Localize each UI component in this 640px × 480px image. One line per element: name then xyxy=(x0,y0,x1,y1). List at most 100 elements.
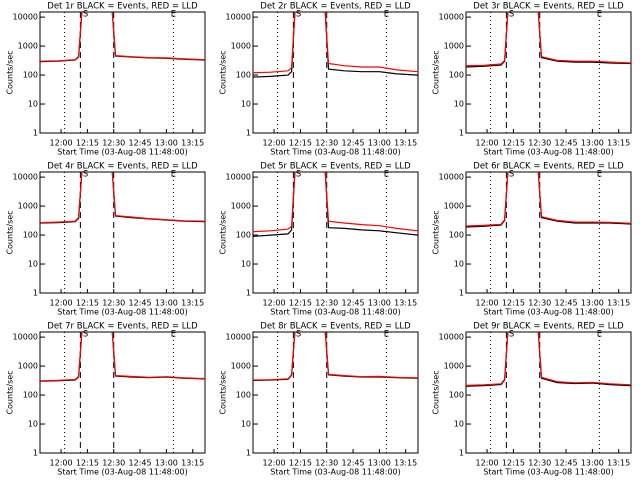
x-axis-label: Start Time (03-Aug-08 11:48:00) xyxy=(57,148,188,157)
x-tick-label: 12:00 xyxy=(476,139,499,148)
x-tick-label: 12:15 xyxy=(289,459,312,468)
panel: Det 5r BLACK = Events, RED = LLD 1 10 100 10… xyxy=(219,162,419,317)
y-tick-label: 10000 xyxy=(13,333,38,342)
chart-title: Det 3r BLACK = Events, RED = LLD xyxy=(473,2,624,12)
x-tick-label: 13:15 xyxy=(394,139,417,148)
series-line xyxy=(253,172,418,233)
chart-title: Det 6r BLACK = Events, RED = LLD xyxy=(473,162,624,172)
y-tick-label: 1 xyxy=(33,449,38,458)
x-tick-label: 12:00 xyxy=(263,299,286,308)
plot-area xyxy=(253,332,418,453)
series-line xyxy=(466,172,631,227)
x-axis-label: Start Time (03-Aug-08 11:48:00) xyxy=(270,148,401,157)
plot-area xyxy=(40,12,205,133)
y-tick-label: 100 xyxy=(236,71,251,80)
y-axis-label: Counts/sec xyxy=(432,370,441,414)
x-tick-label: 12:45 xyxy=(555,459,578,468)
x-tick-label: 12:00 xyxy=(476,299,499,308)
y-tick-label: 10 xyxy=(454,420,464,429)
x-tick-label: 13:00 xyxy=(368,299,391,308)
annotation: S xyxy=(83,10,88,20)
x-tick-label: 12:00 xyxy=(50,139,73,148)
x-tick-label: 12:00 xyxy=(263,459,286,468)
y-axis-label: Counts/sec xyxy=(219,50,228,94)
x-tick-label: 12:30 xyxy=(528,139,551,148)
x-axis-label: Start Time (03-Aug-08 11:48:00) xyxy=(483,308,614,317)
annotation: S xyxy=(83,330,88,340)
y-axis-label: Counts/sec xyxy=(6,210,15,254)
y-tick-label: 100 xyxy=(449,391,464,400)
plot-frame xyxy=(252,171,419,294)
y-axis-label: Counts/sec xyxy=(219,370,228,414)
panel: Det 7r BLACK = Events, RED = LLD 1 10 100 10… xyxy=(6,322,206,477)
y-tick-label: 100 xyxy=(236,391,251,400)
chart-title: Det 2r BLACK = Events, RED = LLD xyxy=(260,2,411,12)
y-tick-label: 10000 xyxy=(13,13,38,22)
x-axis-label: Start Time (03-Aug-08 11:48:00) xyxy=(57,468,188,477)
plot-frame xyxy=(39,171,206,294)
x-tick-label: 13:15 xyxy=(181,139,204,148)
x-tick-label: 13:00 xyxy=(581,459,604,468)
y-tick-label: 100 xyxy=(449,71,464,80)
y-tick-label: 100 xyxy=(449,231,464,240)
plot-area xyxy=(40,332,205,453)
x-tick-label: 13:00 xyxy=(368,459,391,468)
series-line xyxy=(40,12,205,62)
y-tick-label: 10 xyxy=(241,260,251,269)
x-tick-label: 13:15 xyxy=(607,459,630,468)
chart-title: Det 7r BLACK = Events, RED = LLD xyxy=(47,322,198,332)
plot-area xyxy=(40,172,205,293)
x-tick-label: 12:15 xyxy=(502,299,525,308)
series-line xyxy=(466,332,631,386)
y-axis-label: Counts/sec xyxy=(432,210,441,254)
x-tick-label: 12:15 xyxy=(289,299,312,308)
y-tick-label: 100 xyxy=(23,71,38,80)
annotation: S xyxy=(296,170,301,180)
annotation: S xyxy=(296,10,301,20)
plot-frame xyxy=(465,171,632,294)
series-line xyxy=(253,12,418,78)
annotation: S xyxy=(509,170,514,180)
y-axis-label: Counts/sec xyxy=(6,50,15,94)
y-tick-label: 10000 xyxy=(439,13,464,22)
annotation: E xyxy=(384,330,389,340)
y-tick-label: 10 xyxy=(241,100,251,109)
x-axis-label: Start Time (03-Aug-08 11:48:00) xyxy=(57,308,188,317)
x-tick-label: 12:15 xyxy=(76,299,99,308)
x-tick-label: 13:15 xyxy=(394,459,417,468)
series-line xyxy=(253,172,418,237)
y-tick-label: 1 xyxy=(246,129,251,138)
x-tick-label: 12:00 xyxy=(476,459,499,468)
y-tick-label: 1 xyxy=(459,129,464,138)
plot-area xyxy=(466,12,631,133)
x-tick-label: 12:45 xyxy=(555,299,578,308)
annotation: E xyxy=(597,330,602,340)
plot-area xyxy=(253,172,418,293)
x-tick-label: 13:00 xyxy=(155,299,178,308)
x-tick-label: 13:00 xyxy=(581,299,604,308)
series-line xyxy=(253,12,418,74)
x-tick-label: 12:30 xyxy=(315,299,338,308)
plot-frame xyxy=(39,331,206,454)
chart-title: Det 5r BLACK = Events, RED = LLD xyxy=(260,162,411,172)
plot-frame xyxy=(39,11,206,134)
x-tick-label: 12:00 xyxy=(50,299,73,308)
y-axis-label: Counts/sec xyxy=(432,50,441,94)
y-tick-label: 1000 xyxy=(444,42,464,51)
x-tick-label: 12:15 xyxy=(502,459,525,468)
series-line xyxy=(466,332,631,387)
x-tick-label: 13:15 xyxy=(607,299,630,308)
y-tick-label: 1000 xyxy=(444,202,464,211)
y-tick-label: 1 xyxy=(246,449,251,458)
y-tick-label: 10 xyxy=(28,260,38,269)
x-tick-label: 12:00 xyxy=(50,459,73,468)
annotation: E xyxy=(597,170,602,180)
x-tick-label: 13:00 xyxy=(155,459,178,468)
y-tick-label: 10 xyxy=(28,100,38,109)
y-tick-label: 1000 xyxy=(18,202,38,211)
x-tick-label: 12:30 xyxy=(102,139,125,148)
plot-area xyxy=(466,172,631,293)
x-tick-label: 13:00 xyxy=(155,139,178,148)
x-axis-label: Start Time (03-Aug-08 11:48:00) xyxy=(483,468,614,477)
